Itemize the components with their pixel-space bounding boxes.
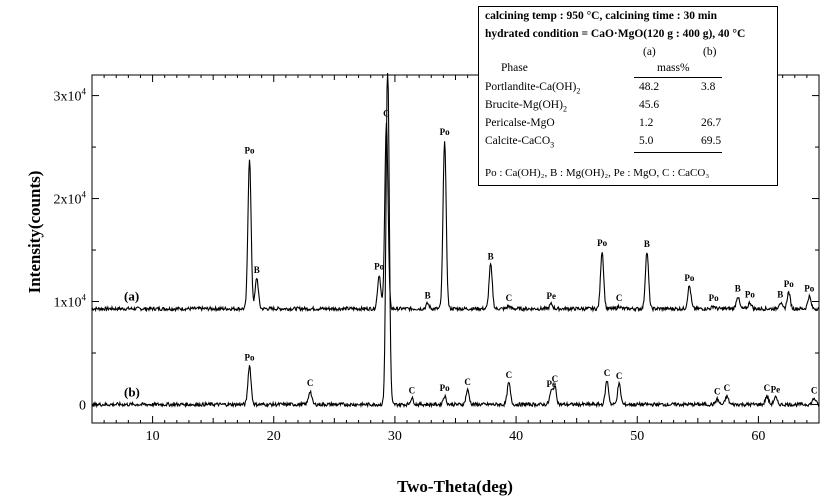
phase-subscript: 2 (576, 86, 581, 96)
phase-subscript: 2 (562, 104, 567, 114)
y-tick-exponent: 4 (82, 190, 87, 200)
mass-b-value: 3.8 (701, 81, 716, 93)
x-axis-title: Two-Theta(deg) (397, 477, 513, 496)
peak-label: C (616, 293, 623, 303)
peak-label: B (254, 265, 260, 275)
phase-name-text: Calcite-CaCO (485, 135, 551, 147)
mass-b-value: 26.7 (701, 117, 722, 129)
peak-label: C (383, 108, 390, 118)
peak-label: Po (745, 290, 755, 300)
x-tick-label: 30 (388, 429, 402, 444)
mass-b-value: 69.5 (701, 135, 722, 147)
peak-label: C (811, 385, 818, 395)
peak-label: B (777, 290, 783, 300)
series-b-trace (91, 72, 820, 409)
peak-label: B (488, 251, 494, 261)
peak-label: C (616, 371, 623, 381)
column-b-header: (b) (703, 46, 717, 58)
peak-label: Pe (771, 384, 781, 394)
peak-label: Pe (546, 379, 556, 389)
peak-label: C (714, 386, 721, 396)
peak-label: Po (804, 283, 814, 293)
phase-subscript: 3 (550, 140, 555, 150)
y-tick-mantissa: 1x10 (54, 296, 82, 311)
column-a-header: (a) (643, 46, 656, 58)
peak-label: C (506, 370, 513, 380)
mass-a-value: 5.0 (639, 135, 654, 147)
y-tick-label: 2x104 (54, 190, 87, 208)
peak-label: C (464, 377, 471, 387)
peak-label: B (735, 283, 741, 293)
mass-a-value: 45.6 (639, 99, 660, 111)
peak-label: C (506, 293, 513, 303)
peak-label: Po (440, 383, 450, 393)
peak-label: C (409, 385, 416, 395)
y-tick-mantissa: 3x10 (54, 90, 82, 105)
peak-label: Pe (546, 291, 556, 301)
mass-a-value: 48.2 (639, 81, 660, 93)
x-tick-label: 40 (509, 429, 523, 444)
peak-label: Po (784, 279, 794, 289)
y-tick-label: 0 (79, 398, 86, 413)
y-tick-label: 3x104 (54, 87, 87, 105)
phase-legend: Po : Ca(OH)₂, B : Mg(OH)₂, Pe : MgO, C :… (485, 167, 710, 179)
peak-label: C (604, 368, 611, 378)
peak-label: Po (245, 145, 255, 155)
series-label: (a) (124, 289, 139, 304)
phase-name: Pericalse-MgO (485, 117, 555, 129)
phase-header: Phase (501, 62, 528, 74)
y-axis-title: Intensity(counts) (25, 171, 44, 294)
peak-label: C (764, 383, 771, 393)
phase-name-text: Portlandite-Ca(OH) (485, 81, 577, 93)
phase-name: Portlandite-Ca(OH)2 (485, 81, 580, 95)
peak-label: Po (597, 238, 607, 248)
calcining-condition: calcining temp : 950 °C, calcining time … (485, 10, 718, 22)
peak-label: Po (709, 293, 719, 303)
peak-label: Po (684, 273, 694, 283)
info-box: calcining temp : 950 °C, calcining time … (478, 6, 778, 186)
x-tick-label: 20 (267, 429, 281, 444)
table-bottom-rule (634, 152, 722, 153)
series-a-trace (91, 122, 820, 313)
y-tick-exponent: 4 (82, 87, 87, 97)
y-tick-mantissa: 2x10 (54, 193, 82, 208)
y-tick-label: 1x104 (54, 293, 87, 311)
x-tick-label: 10 (146, 429, 160, 444)
peak-label: B (644, 239, 650, 249)
phase-name: Brucite-Mg(OH)2 (485, 99, 567, 113)
phase-name-text: Pericalse-MgO (485, 117, 555, 129)
mass-a-value: 1.2 (639, 117, 654, 129)
header-rule (634, 77, 722, 78)
phase-name-text: Brucite-Mg(OH) (485, 99, 563, 111)
peak-label: C (724, 383, 731, 393)
x-axis-ticks: 10 20 30 40 50 60 (91, 75, 820, 444)
peak-label: Po (440, 127, 450, 137)
peak-label: C (552, 374, 559, 384)
series-label: (b) (124, 384, 140, 399)
series-layer (91, 72, 820, 409)
hydrated-condition: hydrated condition = CaO·MgO(120 g : 400… (485, 28, 746, 40)
peak-label: Po (374, 262, 384, 272)
x-tick-label: 60 (751, 429, 765, 444)
peak-label: B (425, 291, 431, 301)
y-tick-exponent: 4 (82, 293, 87, 303)
peak-label: Po (245, 352, 255, 362)
phase-name: Calcite-CaCO3 (485, 135, 554, 149)
mass-percent-header: mass% (657, 62, 690, 74)
x-tick-label: 50 (630, 429, 644, 444)
peak-label: C (307, 378, 314, 388)
